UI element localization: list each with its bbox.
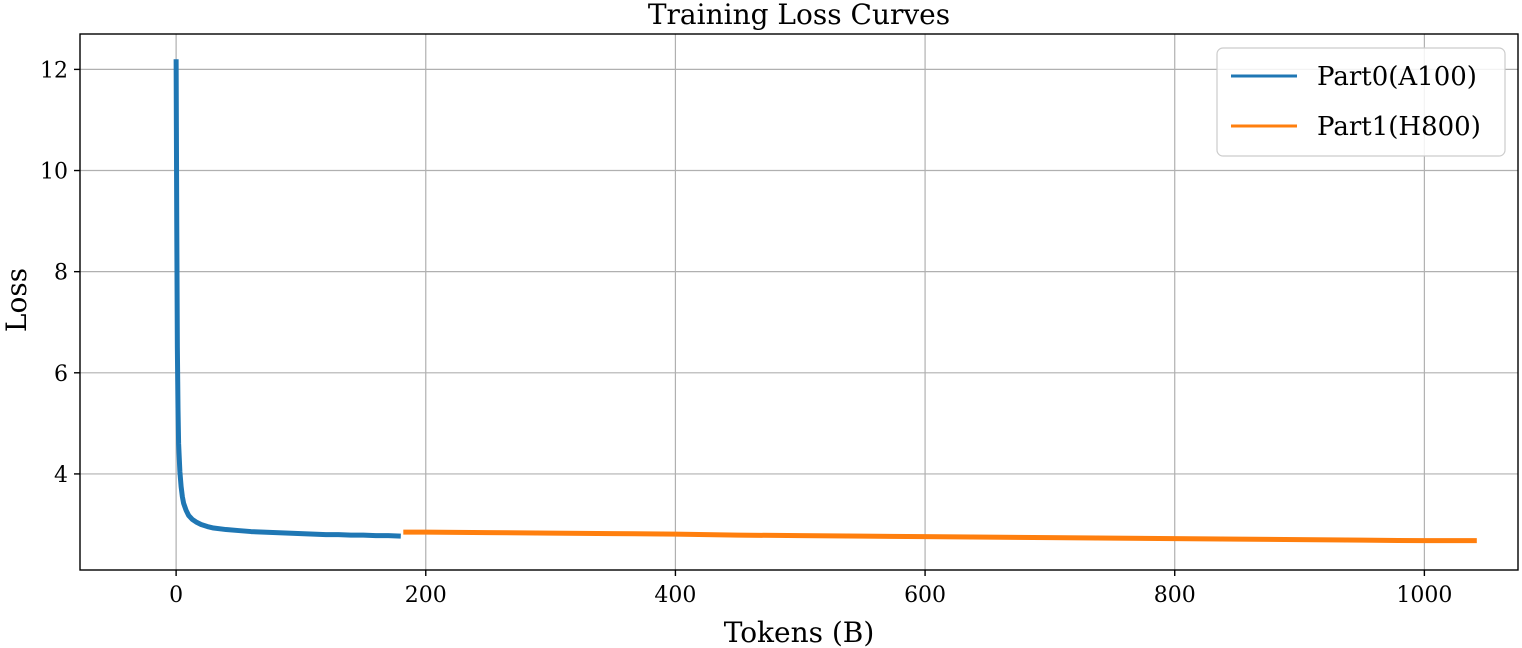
x-tick-label: 600 bbox=[904, 583, 946, 608]
plot-frame bbox=[79, 33, 1519, 571]
y-tick-label: 10 bbox=[40, 160, 68, 185]
y-tick-label: 12 bbox=[40, 58, 68, 83]
series-line-0 bbox=[173, 59, 401, 539]
x-tick-label: 800 bbox=[1154, 583, 1196, 608]
chart-title: Training Loss Curves bbox=[648, 0, 950, 31]
y-tick-label: 6 bbox=[54, 362, 68, 387]
axis-ticks: 0 200 400 600 800 1000 4 6 8 10 12 bbox=[40, 58, 1452, 608]
y-axis-label: Loss bbox=[0, 268, 33, 332]
y-tick-label: 8 bbox=[54, 261, 68, 286]
legend-label-1: Part1(H800) bbox=[1317, 112, 1481, 142]
x-axis-label: Tokens (B) bbox=[724, 616, 875, 648]
x-tick-label: 1000 bbox=[1396, 583, 1452, 608]
legend: Part0(A100) Part1(H800) bbox=[1216, 47, 1506, 157]
legend-label-0: Part0(A100) bbox=[1317, 62, 1477, 92]
x-tick-label: 0 bbox=[169, 583, 183, 608]
x-tick-label: 200 bbox=[405, 583, 447, 608]
x-tick-label: 400 bbox=[654, 583, 696, 608]
y-tick-label: 4 bbox=[54, 463, 68, 488]
series-line-1 bbox=[403, 529, 1477, 544]
series-layer bbox=[173, 59, 1477, 544]
